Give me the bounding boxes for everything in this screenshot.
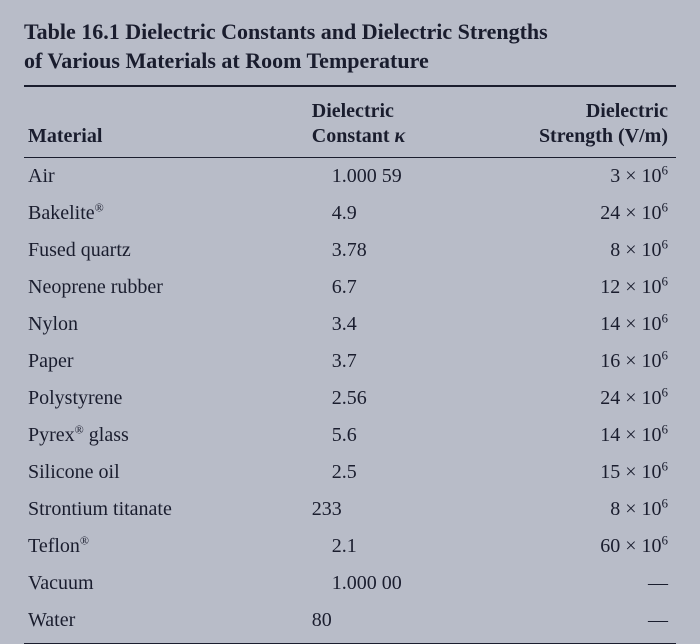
cell-material: Pyrex® glass <box>24 417 272 454</box>
cell-material: Nylon <box>24 306 272 343</box>
cell-constant: 80 <box>272 602 468 644</box>
table-row: Polystyrene2.5624 × 106 <box>24 380 676 417</box>
cell-constant: 2.56 <box>272 380 468 417</box>
cell-constant: 2.5 <box>272 454 468 491</box>
cell-strength: 14 × 106 <box>467 306 676 343</box>
dielectric-table: Material Dielectric Constant κ Dielectri… <box>24 93 676 644</box>
cell-strength: 14 × 106 <box>467 417 676 454</box>
cell-constant: 4.9 <box>272 195 468 232</box>
table-title-l2: of Various Materials at Room Temperature <box>24 48 429 73</box>
table-row: Paper3.716 × 106 <box>24 343 676 380</box>
table-row: Teflon®2.160 × 106 <box>24 528 676 565</box>
cell-constant: 3.7 <box>272 343 468 380</box>
cell-constant: 1.000 00 <box>272 565 468 602</box>
cell-material: Polystyrene <box>24 380 272 417</box>
table-row: Pyrex® glass5.614 × 106 <box>24 417 676 454</box>
table-row: Fused quartz3.788 × 106 <box>24 232 676 269</box>
cell-strength: 15 × 106 <box>467 454 676 491</box>
cell-material: Strontium titanate <box>24 491 272 528</box>
cell-strength: 8 × 106 <box>467 232 676 269</box>
cell-material: Bakelite® <box>24 195 272 232</box>
cell-material: Neoprene rubber <box>24 269 272 306</box>
cell-strength: — <box>467 565 676 602</box>
cell-constant: 1.000 59 <box>272 158 468 196</box>
col-header-constant: Dielectric Constant κ <box>272 93 468 158</box>
cell-material: Water <box>24 602 272 644</box>
cell-material: Teflon® <box>24 528 272 565</box>
cell-material: Vacuum <box>24 565 272 602</box>
table-row: Bakelite®4.924 × 106 <box>24 195 676 232</box>
cell-material: Air <box>24 158 272 196</box>
cell-strength: 60 × 106 <box>467 528 676 565</box>
cell-constant: 3.78 <box>272 232 468 269</box>
cell-strength: 12 × 106 <box>467 269 676 306</box>
table-row: Air1.000 593 × 106 <box>24 158 676 196</box>
cell-constant: 3.4 <box>272 306 468 343</box>
table-row: Neoprene rubber6.712 × 106 <box>24 269 676 306</box>
table-title-l1: Dielectric Constants and Dielectric Stre… <box>125 19 547 44</box>
cell-constant: 5.6 <box>272 417 468 454</box>
header-row: Material Dielectric Constant κ Dielectri… <box>24 93 676 158</box>
cell-strength: 3 × 106 <box>467 158 676 196</box>
col-header-material: Material <box>24 93 272 158</box>
cell-material: Paper <box>24 343 272 380</box>
table-caption: Table 16.1 Dielectric Constants and Diel… <box>24 18 676 87</box>
cell-strength: 24 × 106 <box>467 195 676 232</box>
cell-constant: 2.1 <box>272 528 468 565</box>
cell-material: Fused quartz <box>24 232 272 269</box>
cell-strength: 24 × 106 <box>467 380 676 417</box>
cell-constant: 233 <box>272 491 468 528</box>
cell-constant: 6.7 <box>272 269 468 306</box>
cell-strength: — <box>467 602 676 644</box>
cell-material: Silicone oil <box>24 454 272 491</box>
table-row: Nylon3.414 × 106 <box>24 306 676 343</box>
col-header-strength: Dielectric Strength (V/m) <box>467 93 676 158</box>
table-row: Water80— <box>24 602 676 644</box>
cell-strength: 8 × 106 <box>467 491 676 528</box>
table-body: Air1.000 593 × 106Bakelite®4.924 × 106Fu… <box>24 158 676 644</box>
table-number: Table 16.1 <box>24 19 120 44</box>
cell-strength: 16 × 106 <box>467 343 676 380</box>
table-row: Silicone oil2.515 × 106 <box>24 454 676 491</box>
table-row: Strontium titanate2338 × 106 <box>24 491 676 528</box>
table-row: Vacuum1.000 00— <box>24 565 676 602</box>
